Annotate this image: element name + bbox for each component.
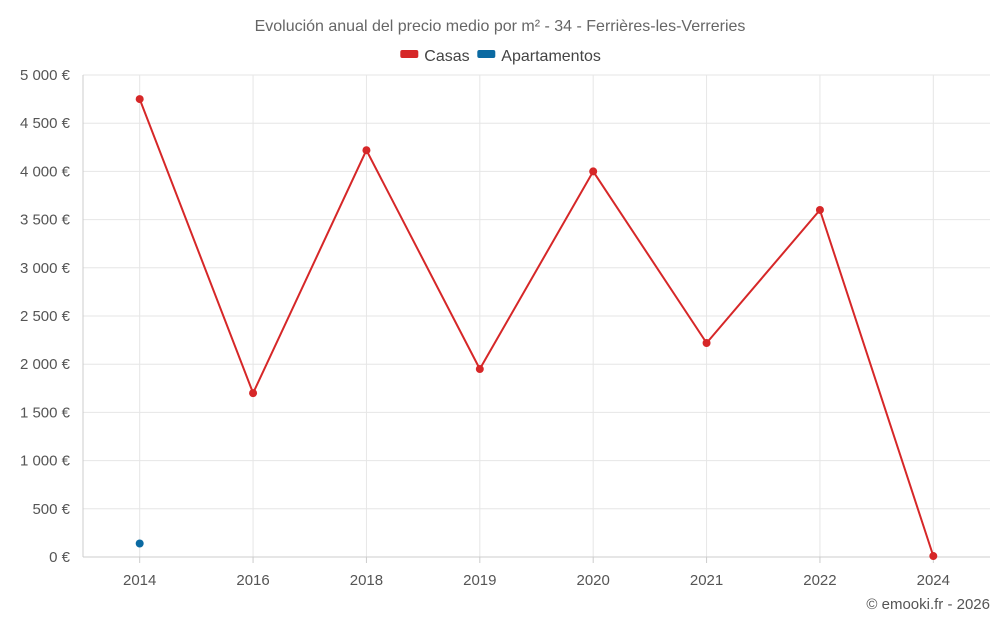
legend-label: Casas [424,48,469,65]
y-tick-label: 4 000 € [20,163,71,180]
data-point[interactable] [702,338,711,347]
data-point[interactable] [589,167,598,176]
data-point[interactable] [135,95,144,104]
y-tick-label: 5 000 € [20,67,71,84]
series-layer [135,95,938,561]
x-tick-label: 2021 [690,572,723,589]
credit-text: © emooki.fr - 2026 [866,596,990,613]
x-tick-label: 2016 [236,572,269,589]
y-tick-label: 500 € [32,501,70,518]
x-tick-label: 2014 [123,572,156,589]
legend: Casas Apartamentos [400,48,601,65]
series-apartamentos [135,539,144,548]
data-point[interactable] [929,552,938,561]
y-tick-label: 3 500 € [20,212,71,229]
grid [83,74,990,558]
data-point[interactable] [815,205,824,214]
axes: 0 € 500 € 1 000 € 1 500 € 2 000 € 2 500 € 3 00… [20,67,990,589]
y-tick-label: 2 000 € [20,356,71,373]
legend-swatch [400,50,419,58]
x-tick-label: 2024 [917,572,950,589]
y-tick-label: 0 € [49,549,71,566]
y-tick-label: 3 000 € [20,260,71,277]
y-tick-label: 1 000 € [20,453,71,470]
data-point[interactable] [135,539,144,548]
legend-swatch [477,50,496,58]
chart-title: Evolución anual del precio medio por m² … [255,18,746,35]
y-tick-label: 2 500 € [20,308,71,325]
data-point[interactable] [249,389,258,398]
y-tick-label: 4 500 € [20,115,71,132]
legend-item[interactable]: Casas [400,48,470,65]
y-tick-label: 1 500 € [20,404,71,421]
x-tick-label: 2020 [577,572,610,589]
series-line [138,98,935,557]
series-casas [135,95,938,561]
x-tick-label: 2019 [463,572,496,589]
x-tick-label: 2022 [803,572,836,589]
x-tick-label: 2018 [350,572,383,589]
data-point[interactable] [475,365,484,374]
data-point[interactable] [362,146,371,155]
legend-label: Apartamentos [501,48,601,65]
legend-item[interactable]: Apartamentos [477,48,601,65]
